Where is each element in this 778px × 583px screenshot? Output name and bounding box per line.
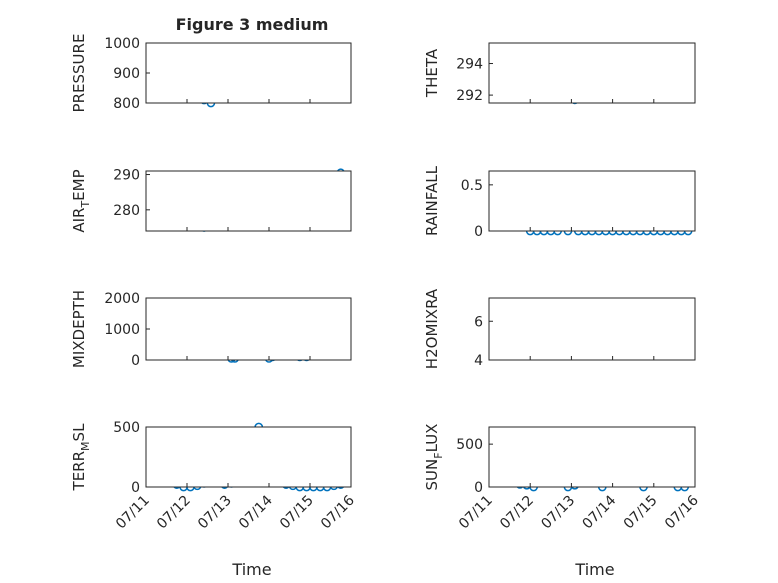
y-tick-label: 4	[474, 353, 483, 369]
subplot-theta: 292 294 THETA	[423, 42, 696, 105]
axes-frame	[145, 170, 352, 232]
axes-frame	[145, 42, 352, 104]
subplot-rainfall: 0 0.5 RAINFALL	[423, 165, 696, 240]
y-tick-label: 6	[474, 314, 483, 330]
y-axis-label: H2OMIXRA	[423, 288, 441, 369]
axes-frame	[488, 426, 696, 488]
subplot-pressure: 800 900 1000 PRESSURE	[70, 34, 352, 113]
y-tick-label: 292	[456, 88, 483, 104]
subplot-air-temp: 280 290 AIRTEMP	[70, 168, 352, 233]
axes-frame	[488, 42, 696, 104]
y-tick-label: 900	[113, 66, 140, 82]
y-axis-label: THETA	[423, 48, 441, 98]
y-axis-label: PRESSURE	[70, 34, 88, 113]
x-axis-label-right: Time	[574, 560, 614, 579]
y-tick-label: 800	[113, 96, 140, 112]
axes-frame	[488, 297, 696, 361]
y-tick-label: 500	[113, 420, 140, 436]
y-axis-label: SUNFLUX	[423, 424, 445, 491]
axes-frame	[488, 170, 696, 232]
y-axis-label: TERRMSL	[70, 423, 92, 492]
y-tick-label: 1000	[104, 322, 140, 338]
figure-title: Figure 3 medium	[176, 15, 329, 34]
x-axis-label-left: Time	[231, 560, 271, 579]
y-tick-label: 0	[131, 353, 140, 369]
y-tick-label: 280	[113, 203, 140, 219]
subplot-mixdepth: 0 1000 2000 MIXDEPTH	[70, 290, 352, 369]
y-tick-label: 0	[474, 480, 483, 496]
y-tick-label: 0	[131, 480, 140, 496]
y-tick-label: 2000	[104, 291, 140, 307]
y-tick-label: 290	[113, 168, 140, 184]
subplot-h2omixra: 4 6 H2OMIXRA	[423, 288, 696, 369]
axes-frame	[145, 426, 352, 488]
y-tick-label: 0.5	[461, 178, 483, 194]
y-tick-label: 500	[456, 437, 483, 453]
y-axis-label: AIRTEMP	[70, 169, 92, 232]
y-axis-label: RAINFALL	[423, 165, 441, 236]
y-tick-label: 1000	[104, 36, 140, 52]
y-tick-label: 0	[474, 224, 483, 240]
axes-frame	[145, 297, 352, 361]
y-tick-label: 294	[456, 57, 483, 73]
y-axis-label: MIXDEPTH	[70, 290, 88, 368]
